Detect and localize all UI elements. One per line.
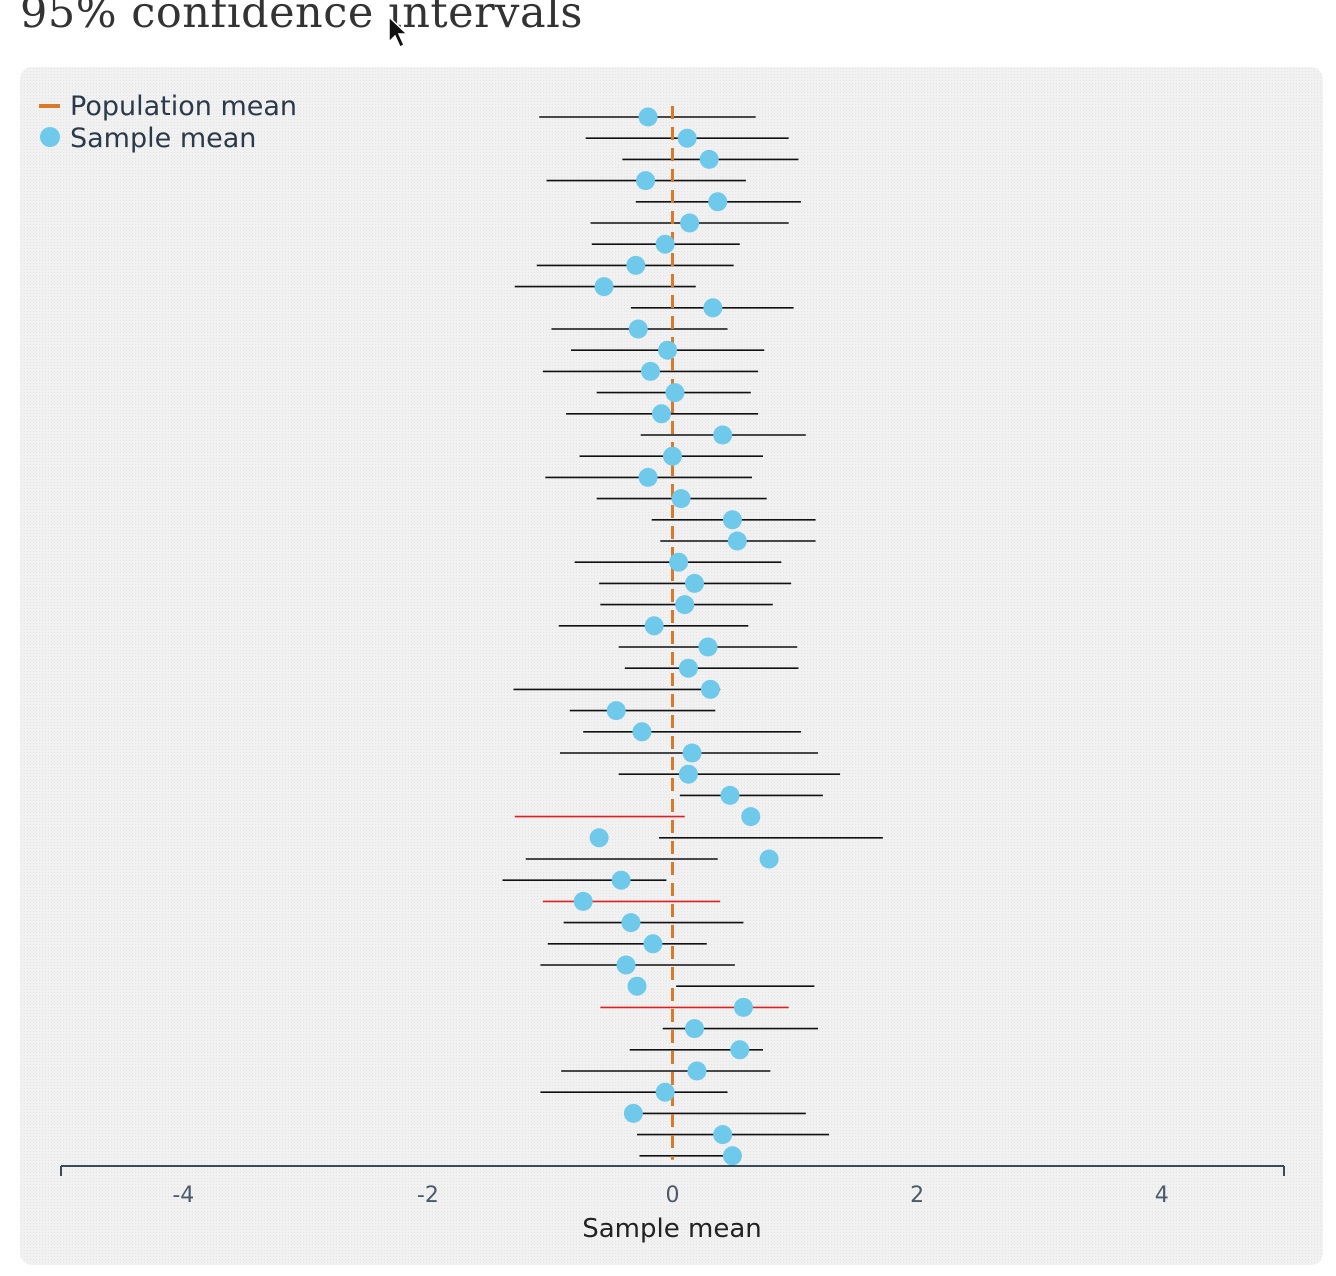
sample-mean-point xyxy=(644,616,664,636)
sample-mean-point xyxy=(698,637,718,657)
sample-mean-point xyxy=(628,319,648,339)
sample-mean-point xyxy=(627,976,647,996)
x-tick-label: -4 xyxy=(172,1183,194,1208)
sample-mean-point xyxy=(699,149,719,169)
legend: Population mean Sample mean xyxy=(39,91,297,154)
sample-mean-point xyxy=(665,383,685,403)
x-axis: -4 -2 0 2 4 xyxy=(60,1165,1285,1208)
sample-mean-point xyxy=(611,870,631,890)
sample-mean-point xyxy=(685,1019,705,1039)
sample-mean-point xyxy=(573,891,593,911)
sample-mean-point xyxy=(606,701,626,721)
sample-mean-point xyxy=(678,658,698,678)
sample-mean-point xyxy=(632,722,652,742)
sample-mean-point xyxy=(703,298,723,318)
sample-mean-point xyxy=(655,234,675,254)
sample-mean-legend-label: Sample mean xyxy=(70,123,256,154)
sample-mean-point xyxy=(663,446,682,466)
chart-panel xyxy=(20,67,1323,1265)
sample-mean-point xyxy=(685,573,705,593)
sample-mean-point xyxy=(720,785,740,805)
sample-mean-point xyxy=(626,255,646,275)
sample-mean-point xyxy=(677,128,697,148)
sample-mean-point xyxy=(722,1146,742,1166)
sample-mean-point xyxy=(678,764,698,784)
sample-mean-point xyxy=(636,171,656,191)
sample-mean-point xyxy=(621,913,641,933)
x-tick-label: 0 xyxy=(666,1183,680,1208)
chart-title: 95% confidence intervals xyxy=(20,0,583,38)
x-tick-label: -2 xyxy=(417,1183,439,1208)
sample-mean-point xyxy=(594,277,614,297)
sample-mean-point xyxy=(680,213,700,233)
mouse-pointer-icon xyxy=(388,16,408,49)
x-axis-title: Sample mean xyxy=(582,1214,762,1244)
sample-mean-point xyxy=(682,743,702,763)
sample-means-layer xyxy=(573,107,779,1166)
x-tick-label: 4 xyxy=(1155,1183,1169,1208)
sample-mean-point xyxy=(651,404,671,424)
sample-mean-point xyxy=(671,489,691,509)
sample-mean-point xyxy=(640,361,660,381)
sample-mean-legend-swatch xyxy=(40,127,60,147)
sample-mean-point xyxy=(730,1040,750,1060)
sample-mean-point xyxy=(638,467,658,487)
sample-mean-point xyxy=(675,595,695,615)
sample-mean-point xyxy=(759,849,779,869)
intervals-layer xyxy=(502,116,883,1157)
sample-mean-point xyxy=(700,679,720,699)
sample-mean-point xyxy=(669,552,689,572)
sample-mean-point xyxy=(713,1125,733,1145)
sample-mean-point xyxy=(658,340,678,360)
sample-mean-point xyxy=(687,1061,707,1081)
sample-mean-point xyxy=(708,192,728,212)
sample-mean-point xyxy=(727,531,747,551)
sample-mean-point xyxy=(713,425,733,445)
sample-mean-point xyxy=(589,828,609,848)
sample-mean-point xyxy=(722,510,742,530)
sample-mean-point xyxy=(655,1082,675,1102)
x-tick-label: 2 xyxy=(910,1183,924,1208)
sample-mean-point xyxy=(638,107,658,127)
sample-mean-point xyxy=(643,934,663,954)
sample-mean-point xyxy=(733,997,753,1017)
sample-mean-point xyxy=(616,955,636,975)
sample-mean-point xyxy=(741,807,761,827)
sample-mean-point xyxy=(623,1103,643,1123)
population-mean-legend-label: Population mean xyxy=(70,91,297,122)
